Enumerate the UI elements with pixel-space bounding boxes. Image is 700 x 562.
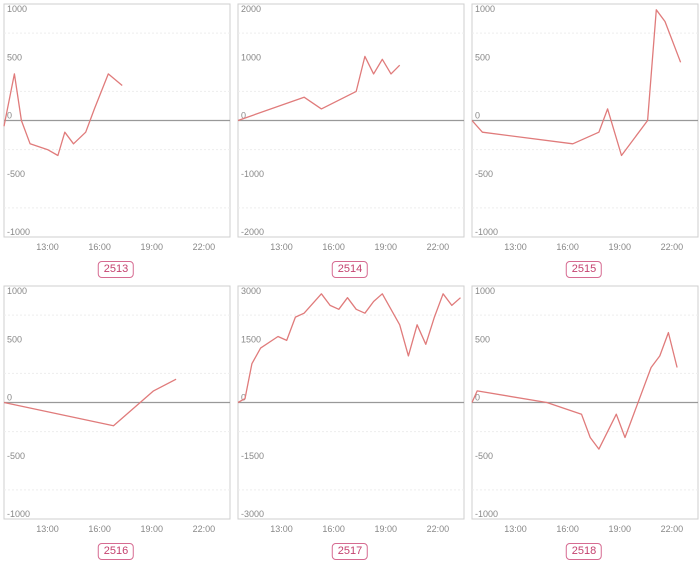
y-tick-label: -3000: [241, 509, 264, 519]
x-tick-label: 22:00: [427, 242, 450, 252]
x-tick-label: 22:00: [193, 242, 216, 252]
chart-title-badge: 2515: [565, 261, 603, 278]
y-tick-label: -500: [475, 451, 493, 461]
x-tick-label: 13:00: [36, 524, 59, 534]
y-tick-label: 0: [7, 393, 12, 403]
y-tick-label: -500: [7, 169, 25, 179]
x-tick-label: 13:00: [504, 242, 527, 252]
x-tick-label: 19:00: [375, 242, 398, 252]
y-tick-label: 500: [7, 52, 22, 62]
y-tick-label: 500: [475, 334, 490, 344]
y-tick-label: 0: [241, 111, 246, 121]
chart-2516: 1000 500 0 -500 -1000 13:00 16:00 19:00 22:00: [3, 285, 231, 534]
y-tick-label: -1000: [475, 509, 498, 519]
x-tick-label: 19:00: [141, 242, 164, 252]
chart-panel-2514: 2000 1000 0 -1000 -2000 13:00 16:00 19:00 22:00 2…: [234, 0, 466, 280]
x-tick-label: 16:00: [322, 524, 345, 534]
y-tick-label: 2000: [241, 4, 261, 14]
chart-title-badge: 2516: [97, 543, 135, 560]
chart-title-badge: 2513: [97, 261, 135, 278]
y-tick-label: 0: [7, 111, 12, 121]
y-tick-label: -500: [7, 451, 25, 461]
series-line: [471, 9, 682, 157]
chart-title-badge: 2514: [331, 261, 369, 278]
x-tick-label: 13:00: [504, 524, 527, 534]
y-tick-label: -1500: [241, 451, 264, 461]
series-line: [237, 55, 401, 122]
series-line: [237, 293, 461, 404]
y-tick-label: -500: [475, 169, 493, 179]
y-tick-label: 0: [475, 393, 480, 403]
series-line: [3, 378, 177, 427]
series-line: [471, 331, 678, 450]
x-tick-label: 19:00: [141, 524, 164, 534]
y-tick-label: -1000: [7, 227, 30, 237]
series-line: [3, 73, 123, 157]
y-tick-label: -1000: [241, 169, 264, 179]
y-tick-label: 0: [241, 393, 246, 403]
y-tick-label: 1000: [475, 4, 495, 14]
y-tick-label: -1000: [7, 509, 30, 519]
chart-2517: 3000 1500 0 -1500 -3000 13:00 16:00 19:00 22:00: [237, 285, 465, 534]
x-tick-label: 13:00: [270, 242, 293, 252]
x-tick-label: 16:00: [88, 242, 111, 252]
y-tick-label: 1000: [475, 286, 495, 296]
chart-panel-2517: 3000 1500 0 -1500 -3000 13:00 16:00 19:00 22:00 2…: [234, 282, 466, 562]
y-tick-label: 0: [475, 111, 480, 121]
x-tick-label: 13:00: [270, 524, 293, 534]
x-tick-label: 16:00: [556, 524, 579, 534]
x-tick-label: 22:00: [193, 524, 216, 534]
chart-panel-2513: 1000 500 0 -500 -1000 13:00 16:00 19:00 22:00 251…: [0, 0, 232, 280]
y-tick-label: 1000: [7, 4, 27, 14]
x-tick-label: 19:00: [609, 524, 632, 534]
x-tick-label: 16:00: [88, 524, 111, 534]
x-tick-label: 22:00: [427, 524, 450, 534]
y-tick-label: -2000: [241, 227, 264, 237]
chart-2513: 1000 500 0 -500 -1000 13:00 16:00 19:00 22:00: [3, 3, 231, 252]
chart-title-badge: 2517: [331, 543, 369, 560]
y-tick-label: 500: [475, 52, 490, 62]
y-tick-label: -1000: [475, 227, 498, 237]
x-tick-label: 16:00: [556, 242, 579, 252]
y-tick-label: 500: [7, 334, 22, 344]
y-tick-label: 3000: [241, 286, 261, 296]
y-tick-label: 1000: [241, 52, 261, 62]
x-tick-label: 16:00: [322, 242, 345, 252]
chart-panel-2515: 1000 500 0 -500 -1000 13:00 16:00 19:00 22:00 251…: [468, 0, 700, 280]
x-tick-label: 22:00: [661, 524, 684, 534]
chart-panel-2518: 1000 500 0 -500 -1000 13:00 16:00 19:00 22:00 251…: [468, 282, 700, 562]
y-tick-label: 1500: [241, 334, 261, 344]
chart-2518: 1000 500 0 -500 -1000 13:00 16:00 19:00 22:00: [471, 285, 699, 534]
x-tick-label: 19:00: [609, 242, 632, 252]
chart-2514: 2000 1000 0 -1000 -2000 13:00 16:00 19:00 22:00: [237, 3, 465, 252]
chart-2515: 1000 500 0 -500 -1000 13:00 16:00 19:00 22:00: [471, 3, 699, 252]
y-tick-label: 1000: [7, 286, 27, 296]
x-tick-label: 13:00: [36, 242, 59, 252]
chart-title-badge: 2518: [565, 543, 603, 560]
chart-panel-2516: 1000 500 0 -500 -1000 13:00 16:00 19:00 22:00 251…: [0, 282, 232, 562]
x-tick-label: 22:00: [661, 242, 684, 252]
x-tick-label: 19:00: [375, 524, 398, 534]
